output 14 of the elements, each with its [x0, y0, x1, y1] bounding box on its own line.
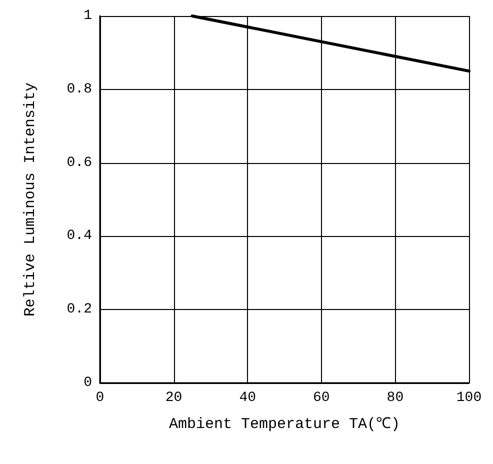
- x-tick-label: 0: [96, 390, 104, 406]
- y-tick-label: 0.4: [66, 228, 92, 244]
- y-tick-label: 0: [84, 375, 92, 391]
- y-tick-label: 0.6: [66, 154, 92, 171]
- x-axis-title: Ambient Temperature TA(℃): [168, 416, 400, 433]
- y-axis-title: Reltive Luminous Intensity: [22, 82, 39, 317]
- x-tick-label: 40: [239, 390, 256, 406]
- x-tick-label: 80: [386, 390, 404, 406]
- x-tick-label: 100: [456, 390, 482, 406]
- y-tick-label: 0.8: [66, 81, 92, 98]
- y-tick-label: 1: [84, 8, 92, 24]
- y-tick-label: 0.2: [66, 302, 92, 318]
- x-tick-label: 20: [165, 390, 182, 406]
- x-tick-label: 60: [312, 390, 330, 406]
